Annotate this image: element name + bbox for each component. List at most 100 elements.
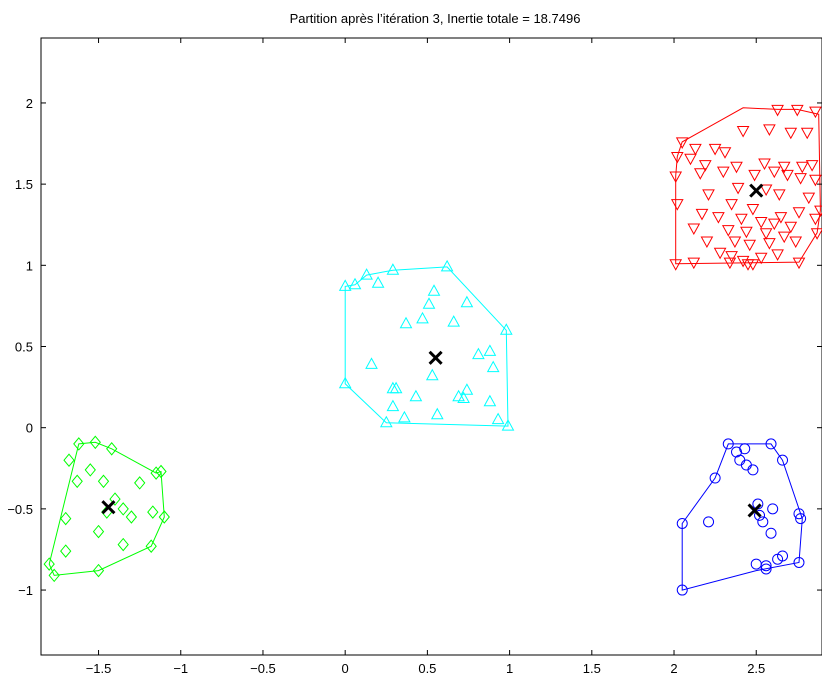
cluster-1-diamond-marker — [125, 510, 138, 524]
cluster-3-triangle-down-marker — [754, 252, 768, 265]
cluster-4-circle-marker — [747, 464, 759, 476]
cluster-3-triangle-down-marker — [702, 189, 715, 201]
cluster-1-diamond-marker — [109, 492, 121, 506]
cluster-1-diamond-marker — [106, 442, 118, 456]
cluster-3-triangle-down-marker — [736, 126, 750, 138]
cluster-4-circle-marker — [760, 563, 772, 575]
cluster-3-triangle-down-marker — [814, 205, 822, 218]
cluster-3-triangle-down-marker — [735, 213, 748, 226]
x-tick-label: 1 — [506, 661, 513, 676]
cluster-1-diamond-marker — [84, 463, 96, 477]
cluster-2-triangle-up-marker — [486, 360, 500, 373]
cluster-2-triangle-up-marker — [457, 391, 470, 403]
cluster-2-triangle-up-marker — [460, 383, 474, 395]
cluster-2-triangle-up-marker — [501, 419, 515, 431]
cluster-2-triangle-up-marker — [472, 347, 485, 360]
cluster-3-triangle-down-marker — [789, 236, 803, 249]
cluster-3-triangle-down-marker — [721, 225, 735, 237]
cluster-4-circle-marker — [765, 527, 777, 539]
x-axis: −1.5 −1 −0.5 0 0.5 1 1.5 2 2.5 — [86, 38, 765, 676]
cluster-1-diamond-marker — [73, 437, 85, 451]
cluster-1-diamond-marker — [92, 563, 105, 578]
cluster-3-triangle-down-marker — [795, 161, 809, 174]
cluster-3-triangle-down-marker — [784, 221, 798, 234]
y-tick-label: 1.5 — [15, 177, 33, 192]
y-tick-label: 0.5 — [15, 340, 33, 355]
cluster-3-triangle-down-marker — [759, 228, 773, 240]
cluster-3-triangle-down-marker — [792, 257, 806, 270]
cluster-4-circle-marker — [676, 584, 688, 596]
cluster-1-centroid-marker — [101, 500, 116, 515]
cluster-3-triangle-down-marker — [708, 143, 722, 156]
cluster-1-diamond-marker — [134, 476, 146, 490]
cluster-1-diamond-marker — [117, 537, 129, 552]
cluster-2-triangle-up-marker — [338, 376, 352, 389]
cluster-4-circle-marker — [709, 472, 721, 484]
cluster-1-diamond-marker — [63, 453, 75, 467]
cluster-3-triangle-down-marker — [809, 213, 822, 226]
cluster-2-triangle-up-marker — [416, 311, 429, 324]
cluster-4-circle-marker — [757, 516, 769, 528]
cluster-3-triangle-down-marker — [669, 259, 683, 271]
x-tick-label: 2 — [670, 661, 677, 676]
cluster-3-triangle-down-marker — [802, 192, 816, 205]
cluster-1-diamond-marker — [89, 435, 101, 450]
cluster-hulls — [48, 107, 821, 591]
cluster-2-triangle-up-marker — [483, 394, 497, 407]
x-tick-label: 1.5 — [583, 661, 601, 676]
cluster-3-triangle-down-marker — [805, 160, 819, 172]
cluster-3-triangle-down-marker — [713, 247, 727, 260]
cluster-4-circle-marker — [765, 438, 777, 450]
cluster-3-centroid-marker — [749, 183, 764, 198]
x-tick-label: −0.5 — [250, 661, 276, 676]
cluster-3-triangle-down-marker — [746, 204, 760, 216]
cluster-3-hull — [675, 107, 821, 265]
cluster-3-triangle-down-marker — [774, 212, 788, 224]
cluster-2-triangle-up-marker — [427, 284, 441, 296]
cluster-3-triangle-down-marker — [693, 168, 707, 180]
cluster-3-triangle-down-marker — [725, 199, 738, 211]
cluster-4-circle-marker — [795, 513, 807, 525]
cluster-3-triangle-down-marker — [740, 226, 753, 239]
cluster-3-triangle-down-marker — [736, 255, 750, 268]
cluster-4-circle-marker — [760, 560, 772, 572]
x-tick-label: −1.5 — [86, 661, 112, 676]
cluster-4-circle-marker — [722, 438, 734, 450]
cluster-2-triangle-up-marker — [365, 357, 378, 369]
cluster-3-triangle-down-marker — [754, 217, 768, 229]
cluster-3-triangle-down-marker — [800, 127, 814, 140]
cluster-1-diamond-marker — [48, 568, 60, 583]
cluster-3-triangle-down-marker — [689, 143, 702, 156]
cluster-3-triangle-down-marker — [781, 169, 794, 182]
cluster-2-hull — [344, 266, 509, 427]
cluster-2-triangle-up-marker — [452, 389, 465, 402]
y-tick-label: −1 — [18, 583, 33, 598]
chart-title: Partition après l’itération 3, Inertie t… — [290, 11, 581, 26]
cluster-2-triangle-up-marker — [398, 410, 411, 423]
cluster-4-circle-marker — [703, 516, 715, 528]
cluster-2-triangle-up-marker — [409, 389, 423, 402]
cluster-3-triangle-down-marker — [695, 208, 709, 221]
cluster-3-triangle-down-marker — [790, 104, 804, 117]
cluster-3-triangle-down-marker — [784, 127, 798, 140]
cluster-1-diamond-marker — [147, 505, 159, 519]
cluster-3-triangle-down-marker — [728, 236, 742, 249]
cluster-2-triangle-up-marker — [491, 412, 505, 425]
cluster-3-triangle-down-marker — [792, 207, 806, 219]
plot-area — [40, 37, 822, 656]
cluster-3-triangle-down-marker — [767, 166, 781, 179]
x-tick-label: 2.5 — [747, 661, 765, 676]
cluster-3-triangle-down-marker — [758, 158, 771, 171]
cluster-3-triangle-down-marker — [771, 104, 784, 117]
cluster-2-triangle-up-marker — [379, 415, 393, 428]
cluster-4-circle-marker — [754, 509, 766, 521]
cluster-4-centroid-marker — [747, 503, 762, 518]
cluster-1-diamond-marker — [97, 474, 110, 489]
cluster-3-triangle-down-marker — [772, 189, 786, 201]
cluster-3-triangle-down-marker — [698, 160, 712, 172]
cluster-1-diamond-marker — [60, 544, 72, 558]
cluster-3-triangle-down-marker — [767, 218, 781, 231]
cluster-2-triangle-up-marker — [360, 268, 373, 280]
cluster-2-triangle-up-marker — [460, 295, 474, 308]
